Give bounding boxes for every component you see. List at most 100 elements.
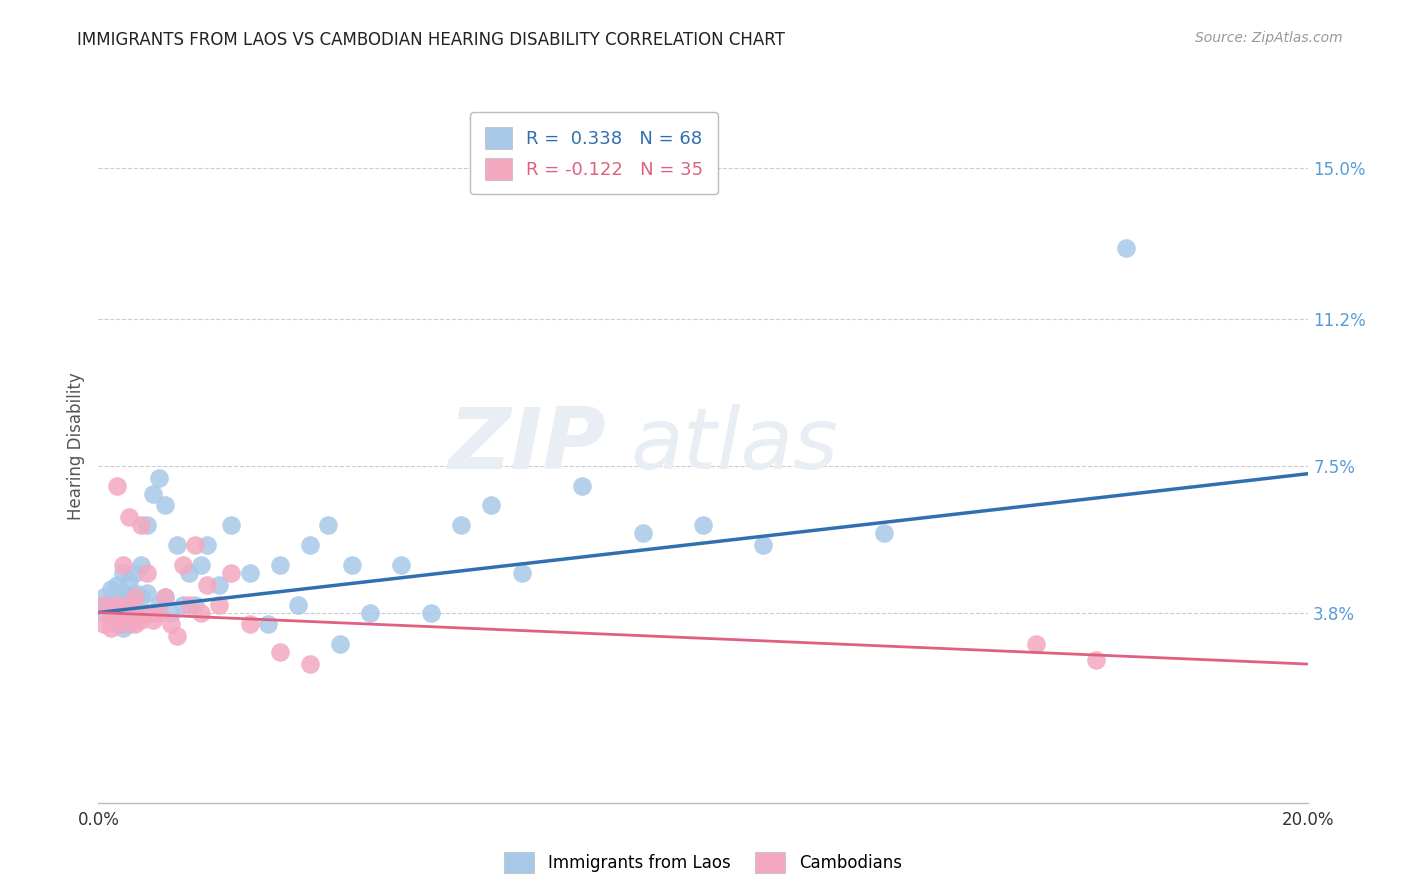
Point [239, 617, 262, 632]
Point [105, 617, 128, 632]
Point [269, 558, 291, 572]
Point [153, 590, 176, 604]
Point [93, 606, 115, 620]
Point [148, 606, 170, 620]
Point [111, 617, 134, 632]
Point [166, 538, 188, 552]
Point [172, 598, 194, 612]
Point [873, 526, 896, 541]
Point [208, 578, 231, 592]
Point [752, 538, 775, 552]
Y-axis label: Hearing Disability: Hearing Disability [66, 372, 84, 520]
Point [195, 578, 218, 592]
Point [420, 606, 443, 620]
Point [389, 558, 412, 572]
Point [105, 601, 128, 615]
Point [142, 606, 165, 620]
Point [360, 606, 382, 620]
Point [1024, 637, 1046, 651]
Point [111, 614, 134, 628]
Point [287, 598, 309, 612]
Text: atlas: atlas [630, 404, 838, 488]
Point [342, 558, 364, 572]
Point [135, 606, 157, 620]
Point [124, 566, 146, 580]
Point [100, 621, 122, 635]
Point [148, 471, 170, 485]
Point [118, 590, 141, 604]
Point [118, 601, 141, 615]
Point [129, 606, 152, 620]
Point [129, 558, 152, 572]
Point [135, 518, 157, 533]
Point [93, 598, 115, 612]
Point [190, 606, 212, 620]
Point [100, 606, 122, 620]
Point [105, 598, 128, 612]
Point [129, 590, 152, 604]
Point [692, 518, 714, 533]
Point [208, 598, 231, 612]
Text: IMMIGRANTS FROM LAOS VS CAMBODIAN HEARING DISABILITY CORRELATION CHART: IMMIGRANTS FROM LAOS VS CAMBODIAN HEARIN… [77, 31, 785, 49]
Point [631, 526, 654, 541]
Point [118, 598, 141, 612]
Point [135, 606, 157, 620]
Point [124, 617, 146, 632]
Point [93, 590, 115, 604]
Point [179, 598, 201, 612]
Point [93, 598, 115, 612]
Point [124, 601, 146, 615]
Point [111, 598, 134, 612]
Point [111, 621, 134, 635]
Point [135, 585, 157, 599]
Point [160, 606, 183, 620]
Point [135, 566, 157, 580]
Point [195, 538, 218, 552]
Point [190, 558, 212, 572]
Point [100, 614, 122, 628]
Point [153, 590, 176, 604]
Point [239, 566, 262, 580]
Point [221, 566, 243, 580]
Point [1085, 653, 1108, 667]
Point [111, 606, 134, 620]
Text: ZIP: ZIP [449, 404, 606, 488]
Point [118, 510, 141, 524]
Point [105, 614, 128, 628]
Point [166, 629, 188, 643]
Point [105, 590, 128, 604]
Point [269, 645, 291, 659]
Point [221, 518, 243, 533]
Text: Source: ZipAtlas.com: Source: ZipAtlas.com [1195, 31, 1343, 45]
Point [105, 578, 128, 592]
Point [118, 609, 141, 624]
Point [118, 609, 141, 624]
Point [142, 614, 165, 628]
Point [105, 609, 128, 624]
Point [329, 637, 352, 651]
Point [510, 566, 533, 580]
Point [1115, 241, 1137, 255]
Point [100, 606, 122, 620]
Point [184, 538, 207, 552]
Point [299, 657, 322, 671]
Legend: Immigrants from Laos, Cambodians: Immigrants from Laos, Cambodians [498, 846, 908, 880]
Point [111, 558, 134, 572]
Point [118, 617, 141, 632]
Point [124, 614, 146, 628]
Point [111, 585, 134, 599]
Point [571, 478, 593, 492]
Point [160, 617, 183, 632]
Point [105, 478, 128, 492]
Point [184, 598, 207, 612]
Point [129, 518, 152, 533]
Point [148, 598, 170, 612]
Point [256, 617, 278, 632]
Point [316, 518, 339, 533]
Point [100, 582, 122, 596]
Point [93, 617, 115, 632]
Point [179, 566, 201, 580]
Point [481, 499, 503, 513]
Point [118, 574, 141, 588]
Point [129, 614, 152, 628]
